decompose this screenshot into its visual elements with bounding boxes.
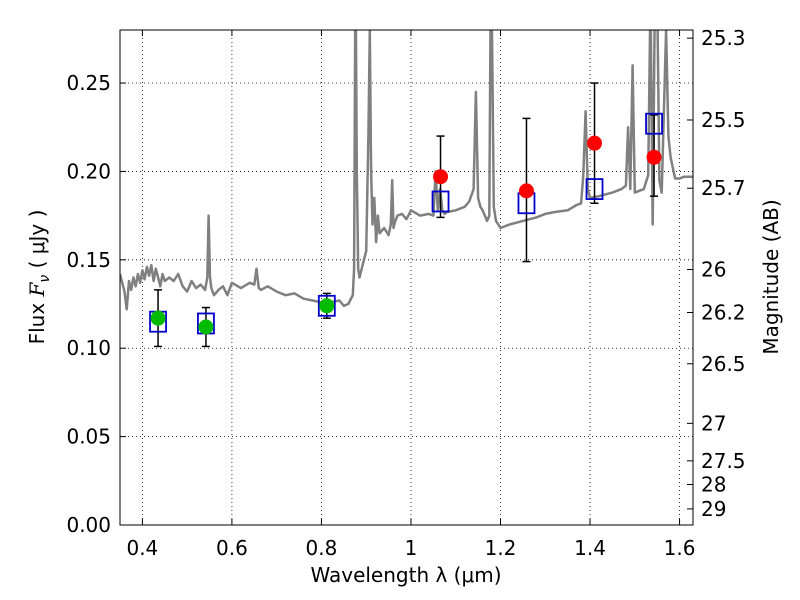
x-tick-label: 1.2 bbox=[485, 536, 517, 560]
ticks bbox=[120, 30, 693, 526]
y-axis-title: Flux Fν ( μJy ) bbox=[25, 210, 53, 345]
observed-point bbox=[150, 310, 166, 326]
right-axis-title: Magnitude (AB) bbox=[759, 199, 783, 354]
data-markers bbox=[149, 112, 663, 335]
y-tick-label: 0.00 bbox=[66, 513, 111, 537]
model-square bbox=[431, 190, 450, 213]
x-tick-label: 1.4 bbox=[574, 536, 606, 560]
model-square bbox=[585, 178, 604, 201]
y-tick-label: 0.20 bbox=[66, 159, 111, 183]
model-square bbox=[645, 112, 663, 135]
spectrum-line bbox=[120, 30, 693, 311]
y-tick-label: 0.15 bbox=[66, 248, 111, 272]
mag-tick-label: 25.3 bbox=[701, 26, 746, 50]
x-tick-label: 0.4 bbox=[126, 536, 158, 560]
grid bbox=[120, 30, 693, 526]
plot-frame bbox=[119, 29, 694, 526]
y-axis-title-pre: Flux bbox=[25, 296, 49, 344]
y-tick-label: 0.10 bbox=[66, 336, 111, 360]
model-square bbox=[317, 294, 336, 317]
observed-point bbox=[587, 135, 603, 151]
observed-point bbox=[433, 169, 449, 185]
observed-point bbox=[518, 183, 534, 199]
mag-tick-label: 27.5 bbox=[701, 449, 746, 473]
model-spectrum bbox=[120, 30, 693, 311]
mag-tick-label: 26 bbox=[701, 258, 726, 282]
x-tick-label: 1 bbox=[405, 536, 418, 560]
mag-tick-label: 25.5 bbox=[701, 108, 746, 132]
y-axis-title-var: F bbox=[25, 281, 49, 297]
mag-tick-label: 26.5 bbox=[701, 352, 746, 376]
observed-point bbox=[198, 319, 214, 335]
error-bars bbox=[154, 82, 659, 348]
mag-tick-label: 26.2 bbox=[701, 301, 746, 325]
x-tick-label: 1.6 bbox=[664, 536, 696, 560]
y-tick-label: 0.25 bbox=[66, 71, 111, 95]
observed-point bbox=[319, 298, 335, 314]
x-tick-label: 0.8 bbox=[306, 536, 338, 560]
mag-tick-label: 27 bbox=[701, 411, 726, 435]
observed-point bbox=[646, 149, 662, 165]
mag-tick-label: 25.7 bbox=[701, 176, 746, 200]
y-axis-title-sub: ν bbox=[37, 275, 53, 283]
x-axis-title: Wavelength λ (μm) bbox=[310, 563, 501, 587]
tick-labels: 0.4 0.6 0.8 1 1.2 1.4 1.6 0.00 0.05 0.10 0.15 0.20 0… bbox=[66, 26, 745, 560]
mag-tick-label: 29 bbox=[701, 497, 726, 521]
x-tick-label: 0.6 bbox=[216, 536, 248, 560]
y-axis-title-post: ( μJy ) bbox=[25, 210, 49, 275]
y-tick-label: 0.05 bbox=[66, 425, 111, 449]
mag-tick-label: 28 bbox=[701, 473, 726, 497]
